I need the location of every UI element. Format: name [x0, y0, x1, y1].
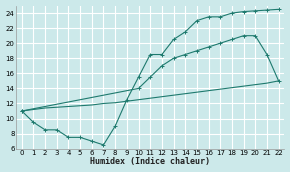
X-axis label: Humidex (Indice chaleur): Humidex (Indice chaleur) [90, 157, 210, 166]
